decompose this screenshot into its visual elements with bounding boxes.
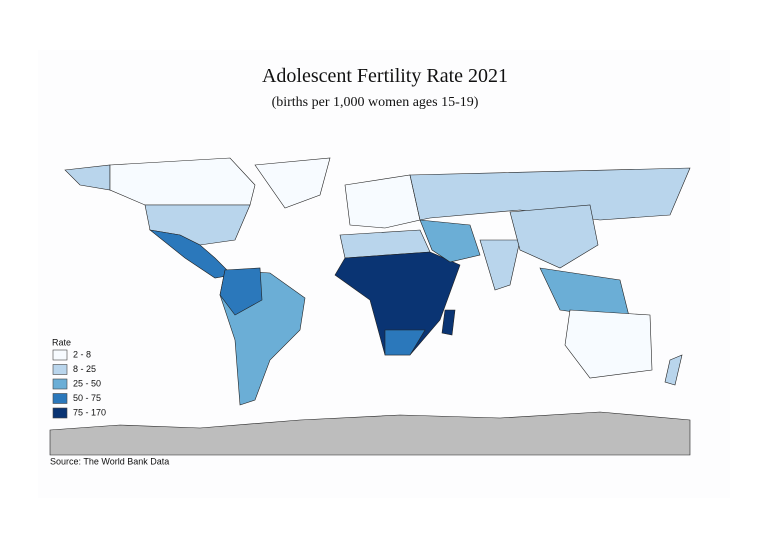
andes-north bbox=[219, 267, 263, 316]
china bbox=[509, 204, 599, 269]
legend-swatch bbox=[52, 393, 68, 404]
europe bbox=[344, 174, 421, 229]
source-note: Source: The World Bank Data bbox=[50, 456, 169, 466]
map-subtitle: (births per 1,000 women ages 15-19) bbox=[272, 95, 479, 110]
world-map bbox=[49, 157, 691, 456]
australia bbox=[564, 309, 653, 379]
map-title: Adolescent Fertility Rate 2021 bbox=[262, 65, 508, 87]
central-america bbox=[148, 229, 233, 279]
legend-title: Rate bbox=[52, 337, 71, 347]
madagascar bbox=[441, 309, 456, 336]
legend: 2 - 8 8 - 25 25 - 50 50 - 75 75 - 170 bbox=[52, 349, 106, 419]
legend-swatch bbox=[52, 349, 68, 361]
greenland bbox=[254, 157, 331, 209]
middle-east bbox=[419, 219, 481, 263]
antarctica bbox=[49, 411, 691, 456]
legend-label: 2 - 8 bbox=[73, 349, 91, 359]
canada bbox=[109, 157, 256, 206]
south-asia bbox=[479, 239, 521, 291]
legend-label: 75 - 170 bbox=[73, 407, 106, 417]
southern-africa bbox=[384, 329, 426, 356]
legend-label: 50 - 75 bbox=[73, 393, 101, 403]
new-zealand bbox=[664, 354, 683, 386]
legend-label: 25 - 50 bbox=[73, 378, 101, 388]
legend-label: 8 - 25 bbox=[73, 364, 96, 374]
legend-swatch bbox=[52, 364, 68, 375]
legend-swatch bbox=[52, 378, 68, 390]
legend-swatch bbox=[52, 407, 68, 419]
